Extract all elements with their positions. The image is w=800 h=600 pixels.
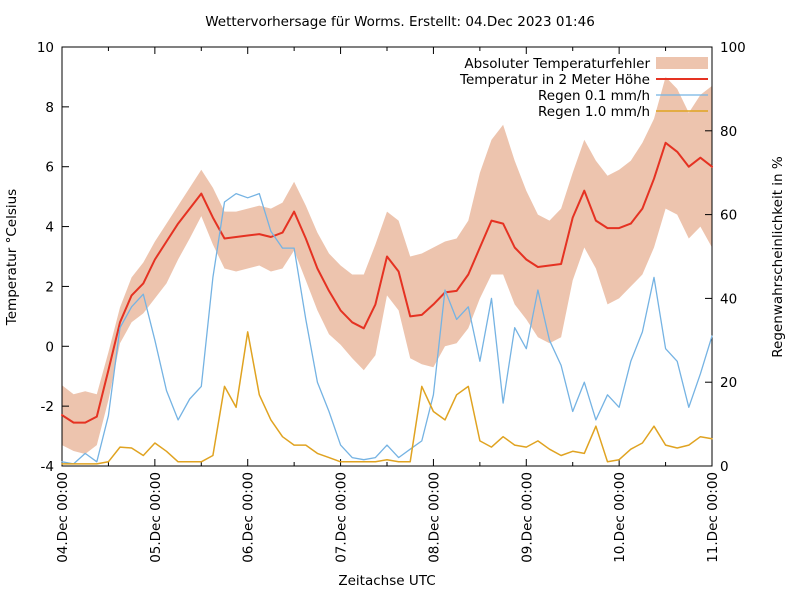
x-tick-label: 11.Dec 00:00 [705,472,721,563]
x-tick-label: 08.Dec 00:00 [426,472,442,563]
y-left-tick-label: -4 [41,459,54,475]
y-left-axis-label: Temperatur °Celsius [4,189,20,326]
legend-label: Temperatur in 2 Meter Höhe [459,72,650,88]
y-right-tick-label: 0 [720,459,729,475]
y-right-tick-label: 40 [720,291,737,307]
y-left-tick-label: 2 [45,279,54,295]
y-right-axis-label: Regenwahrscheinlichkeit in % [770,156,786,358]
y-left-tick-label: -2 [41,399,54,415]
y-left-tick-label: 8 [45,100,54,116]
y-left-tick-label: 10 [37,40,54,56]
plot-frame [61,46,713,467]
temperature-line [61,141,713,424]
rain-01-line [61,192,713,465]
x-tick-label: 07.Dec 00:00 [334,472,350,563]
y-right-tick-label: 20 [720,375,737,391]
y-right-tick-label: 60 [720,208,737,224]
temperature-error-band [62,76,712,455]
x-tick-label: 06.Dec 00:00 [241,472,257,563]
x-axis-label: Zeitachse UTC [338,573,435,589]
legend-swatch-error-band [656,57,708,69]
y-left-tick-label: 0 [45,339,54,355]
legend-label: Regen 1.0 mm/h [538,104,650,120]
x-tick-label: 09.Dec 00:00 [519,472,535,563]
y-left-tick-label: 6 [45,160,54,176]
rain-10-line [61,331,713,465]
y-right-tick-label: 80 [720,124,737,140]
chart-title: Wettervorhersage für Worms. Erstellt: 04… [205,14,595,30]
y-right-tick-label: 100 [720,40,746,56]
x-tick-label: 10.Dec 00:00 [612,472,628,563]
legend-label: Regen 0.1 mm/h [538,88,650,104]
legend-label: Absoluter Temperaturfehler [464,56,650,72]
x-tick-label: 05.Dec 00:00 [148,472,164,563]
x-tick-label: 04.Dec 00:00 [55,472,71,563]
y-left-tick-label: 4 [45,220,54,236]
